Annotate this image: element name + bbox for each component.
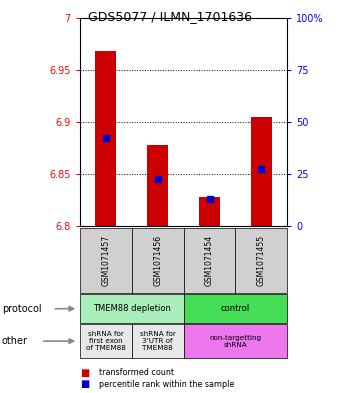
- Text: percentile rank within the sample: percentile rank within the sample: [99, 380, 234, 389]
- Text: shRNA for
first exon
of TMEM88: shRNA for first exon of TMEM88: [86, 331, 126, 351]
- Text: GSM1071455: GSM1071455: [257, 235, 266, 286]
- Bar: [251, 117, 272, 226]
- Text: GSM1071456: GSM1071456: [153, 235, 162, 286]
- Text: other: other: [2, 336, 28, 346]
- Text: TMEM88 depletion: TMEM88 depletion: [93, 304, 171, 313]
- Text: ■: ■: [80, 379, 89, 389]
- Text: ■: ■: [80, 367, 89, 378]
- Text: GDS5077 / ILMN_1701636: GDS5077 / ILMN_1701636: [88, 10, 252, 23]
- Text: non-targetting
shRNA: non-targetting shRNA: [209, 334, 261, 348]
- Text: GSM1071454: GSM1071454: [205, 235, 214, 286]
- Bar: [147, 145, 168, 226]
- Bar: [199, 197, 220, 226]
- Text: transformed count: transformed count: [99, 368, 174, 377]
- Text: GSM1071457: GSM1071457: [101, 235, 110, 286]
- Text: control: control: [221, 304, 250, 313]
- Text: shRNA for
3'UTR of
TMEM88: shRNA for 3'UTR of TMEM88: [140, 331, 176, 351]
- Bar: [96, 51, 116, 226]
- Text: protocol: protocol: [2, 304, 41, 314]
